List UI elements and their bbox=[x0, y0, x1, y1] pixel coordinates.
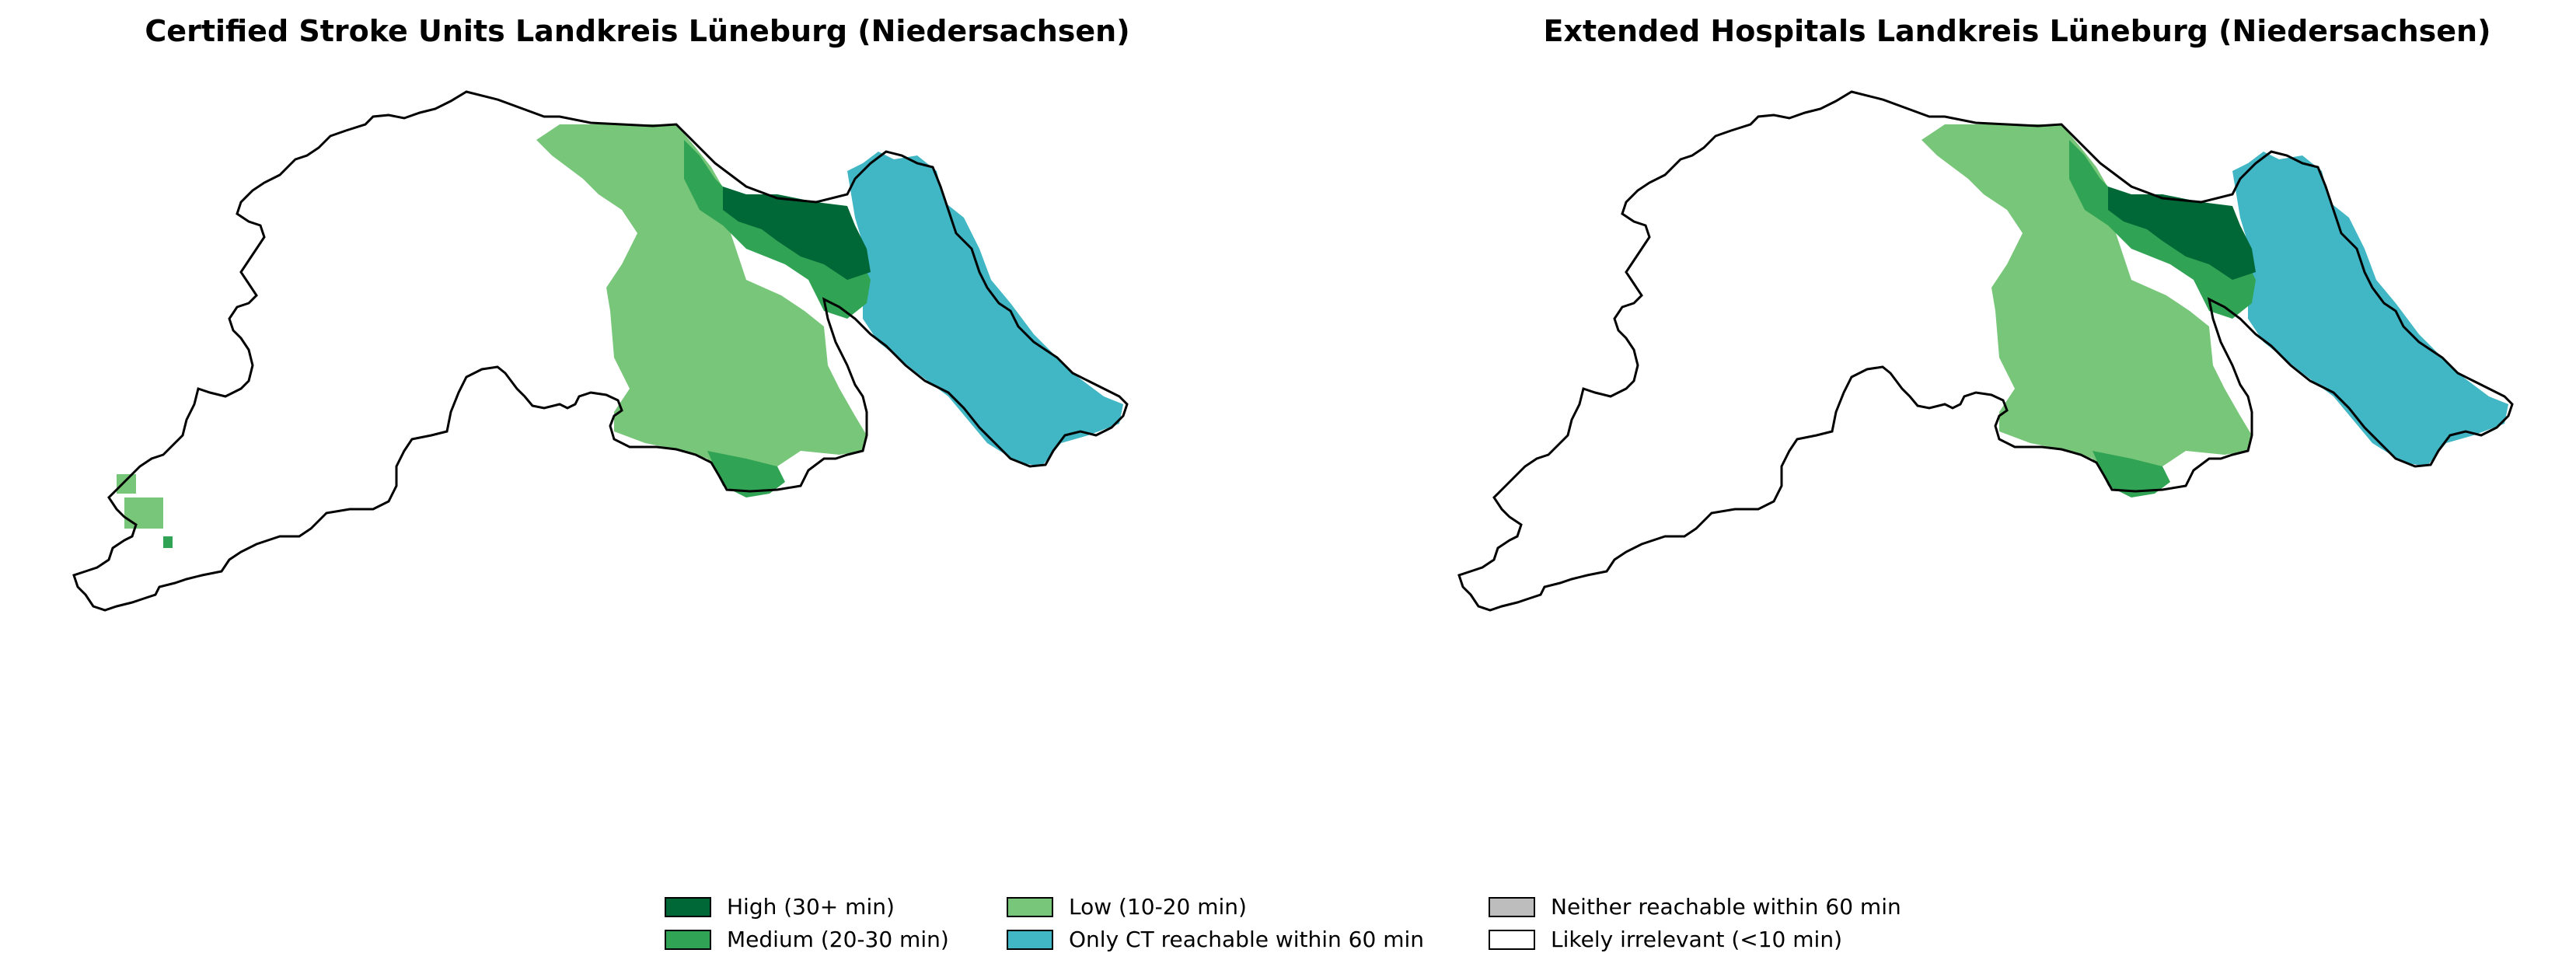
legend-swatch-medium bbox=[665, 929, 711, 950]
high-zone bbox=[723, 187, 871, 280]
ct-only-zone bbox=[847, 152, 1123, 466]
legend-label-high: High (30+ min) bbox=[727, 894, 895, 920]
legend-item-high: High (30+ min) bbox=[665, 894, 895, 920]
map-panel-extended-hospitals bbox=[1457, 90, 2514, 612]
map-title-right: Extended Hospitals Landkreis Lüneburg (N… bbox=[1543, 14, 2491, 48]
low-zone bbox=[1922, 124, 2252, 490]
ct-only-zone bbox=[2232, 152, 2508, 466]
region-fill bbox=[1922, 124, 2508, 497]
medium-zone-south bbox=[707, 451, 785, 497]
legend-item-low: Low (10-20 min) bbox=[1007, 894, 1247, 920]
low-zone bbox=[536, 124, 867, 490]
legend-swatch-irrelevant bbox=[1489, 929, 1535, 950]
map-panel-certified-stroke-units bbox=[72, 90, 1129, 612]
low-patch-sw-2 bbox=[117, 474, 136, 494]
legend-swatch-low bbox=[1007, 896, 1053, 917]
district-outline bbox=[72, 90, 1129, 612]
legend-label-low: Low (10-20 min) bbox=[1069, 894, 1247, 920]
legend-label-medium: Medium (20-30 min) bbox=[727, 927, 949, 952]
legend-swatch-high bbox=[665, 896, 711, 917]
legend-label-irrelevant: Likely irrelevant (<10 min) bbox=[1551, 927, 1842, 952]
legend-item-irrelevant: Likely irrelevant (<10 min) bbox=[1489, 927, 1842, 952]
map-legend: High (30+ min) Medium (20-30 min) Low (1… bbox=[665, 894, 1924, 956]
low-patch-sw bbox=[124, 497, 163, 529]
region-fill bbox=[117, 124, 1123, 548]
legend-label-ct-only: Only CT reachable within 60 min bbox=[1069, 927, 1425, 952]
legend-swatch-neither bbox=[1489, 896, 1535, 917]
legend-item-medium: Medium (20-30 min) bbox=[665, 927, 949, 952]
medium-patch-sw bbox=[163, 536, 173, 548]
high-zone bbox=[2108, 187, 2256, 280]
legend-label-neither: Neither reachable within 60 min bbox=[1551, 894, 1901, 920]
legend-swatch-ct-only bbox=[1007, 929, 1053, 950]
legend-item-neither: Neither reachable within 60 min bbox=[1489, 894, 1901, 920]
legend-item-ct-only: Only CT reachable within 60 min bbox=[1007, 927, 1424, 952]
map-title-left: Certified Stroke Units Landkreis Lünebur… bbox=[145, 14, 1130, 48]
district-outline bbox=[1457, 90, 2514, 612]
medium-zone-south bbox=[2093, 451, 2170, 497]
